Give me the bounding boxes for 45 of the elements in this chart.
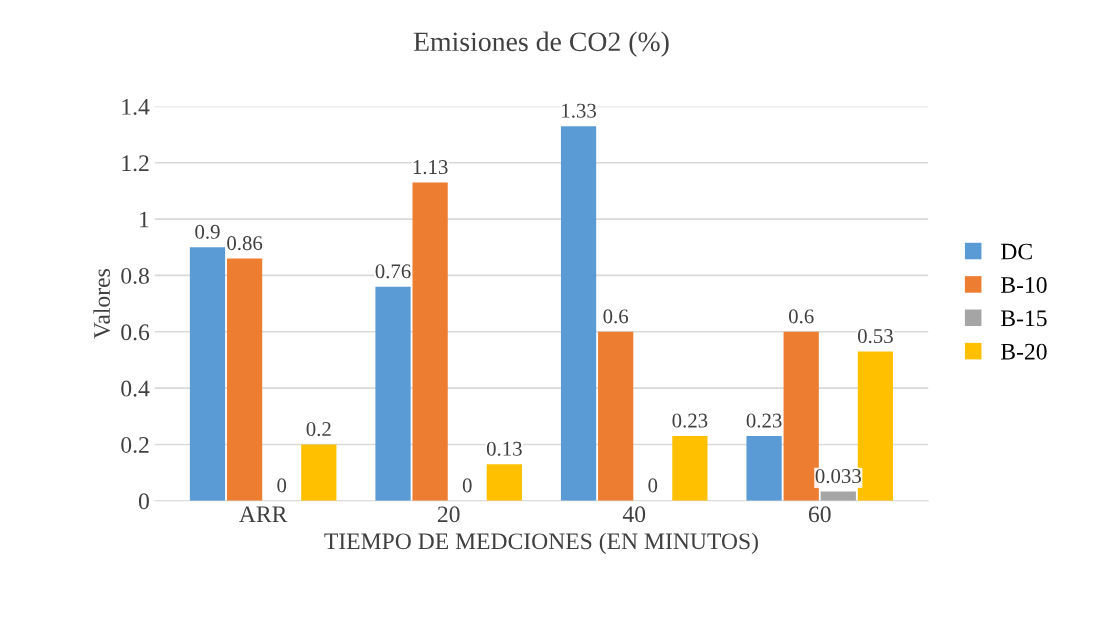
legend-label: DC: [1001, 243, 1032, 260]
data-label: 0: [648, 478, 658, 493]
data-label: 0: [277, 478, 287, 493]
x-tick-label: ARR: [239, 506, 288, 523]
x-axis-title: TIEMPO DE MEDCIONES (EN MINUTOS): [324, 532, 758, 555]
x-tick-label: 20: [437, 506, 460, 523]
bar: [672, 436, 708, 501]
bar: [412, 182, 448, 501]
y-axis-title: Valores: [93, 269, 111, 339]
data-label: 0.6: [788, 309, 814, 324]
y-tick-label: 1.4: [122, 99, 150, 115]
y-tick-label: 1.2: [122, 155, 149, 172]
y-tick-label: 1: [140, 211, 149, 228]
data-label: 0: [462, 478, 472, 493]
y-tick-label: 0: [138, 493, 149, 510]
bar: [486, 464, 522, 501]
data-label: 1.13: [413, 160, 448, 175]
legend-label: B-15: [1001, 310, 1047, 327]
x-tick-label: 40: [622, 506, 646, 523]
bar: [375, 286, 411, 501]
data-label: 1.33: [562, 103, 596, 118]
y-tick-label: 0.4: [121, 380, 150, 397]
y-tick-label: 0.6: [121, 324, 150, 341]
bar: [226, 258, 263, 501]
bar: [746, 436, 782, 501]
y-tick-label: 0.8: [121, 267, 149, 284]
bar: [301, 444, 337, 501]
data-label: 0.23: [746, 413, 782, 428]
data-label: 0.033: [815, 469, 861, 484]
data-label: 0.86: [227, 236, 263, 251]
data-label: 0.53: [857, 329, 893, 344]
y-tick-label: 0.2: [121, 436, 149, 453]
legend-label: B-20: [1001, 343, 1047, 360]
legend-label: B-10: [1001, 276, 1047, 293]
data-label: 0.2: [306, 422, 331, 437]
data-label: 0.23: [672, 413, 708, 428]
x-tick-label: 60: [808, 506, 831, 523]
data-label: 0.9: [195, 224, 220, 239]
data-label: 0.76: [375, 264, 411, 279]
data-label: 0.13: [486, 441, 522, 456]
bar: [560, 126, 597, 501]
data-label: 0.6: [603, 309, 629, 324]
chart-title: Emisiones de CO2 (%): [413, 31, 669, 57]
bar: [189, 247, 226, 501]
bar: [598, 331, 634, 501]
